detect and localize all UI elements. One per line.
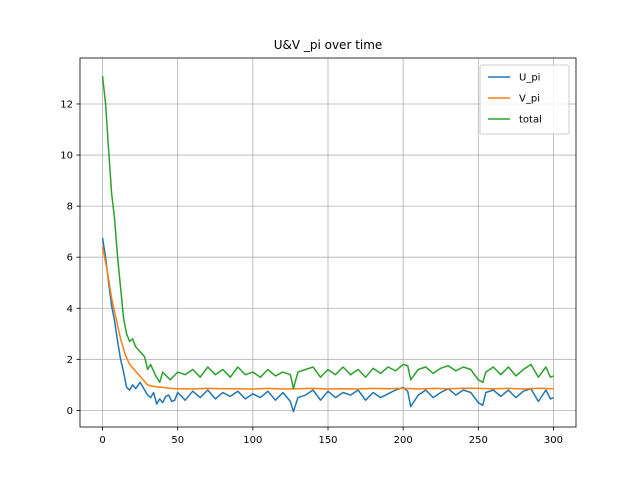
x-tick-label: 0: [99, 435, 105, 446]
y-tick-label: 8: [67, 202, 73, 213]
x-tick-label: 200: [394, 435, 413, 446]
legend-label: U_pi: [519, 73, 540, 84]
y-tick-label: 0: [67, 406, 73, 417]
legend-label: V_pi: [519, 94, 540, 105]
y-tick-label: 2: [67, 355, 73, 366]
x-tick-label: 100: [243, 435, 262, 446]
grid-lines: [80, 58, 576, 427]
series-line-v-pi: [101, 246, 554, 390]
chart-title: U&V _pi over time: [274, 38, 383, 52]
series-line-total: [101, 75, 554, 390]
y-tick-label: 6: [67, 253, 73, 264]
y-tick-label: 4: [67, 304, 73, 315]
legend-label: total: [519, 115, 542, 126]
legend-box: [479, 64, 570, 135]
y-tick-label: 10: [60, 151, 73, 162]
x-tick-label: 50: [171, 435, 184, 446]
x-tick-label: 250: [469, 435, 488, 446]
series-lines: [101, 75, 554, 413]
axis-ticks: 0 50 100 150 200 250 300 0 2 4 6 8 10 12: [60, 99, 563, 446]
y-tick-label: 12: [60, 99, 73, 110]
x-tick-label: 300: [544, 435, 563, 446]
series-line-u-pi: [101, 237, 554, 413]
x-tick-label: 150: [318, 435, 337, 446]
